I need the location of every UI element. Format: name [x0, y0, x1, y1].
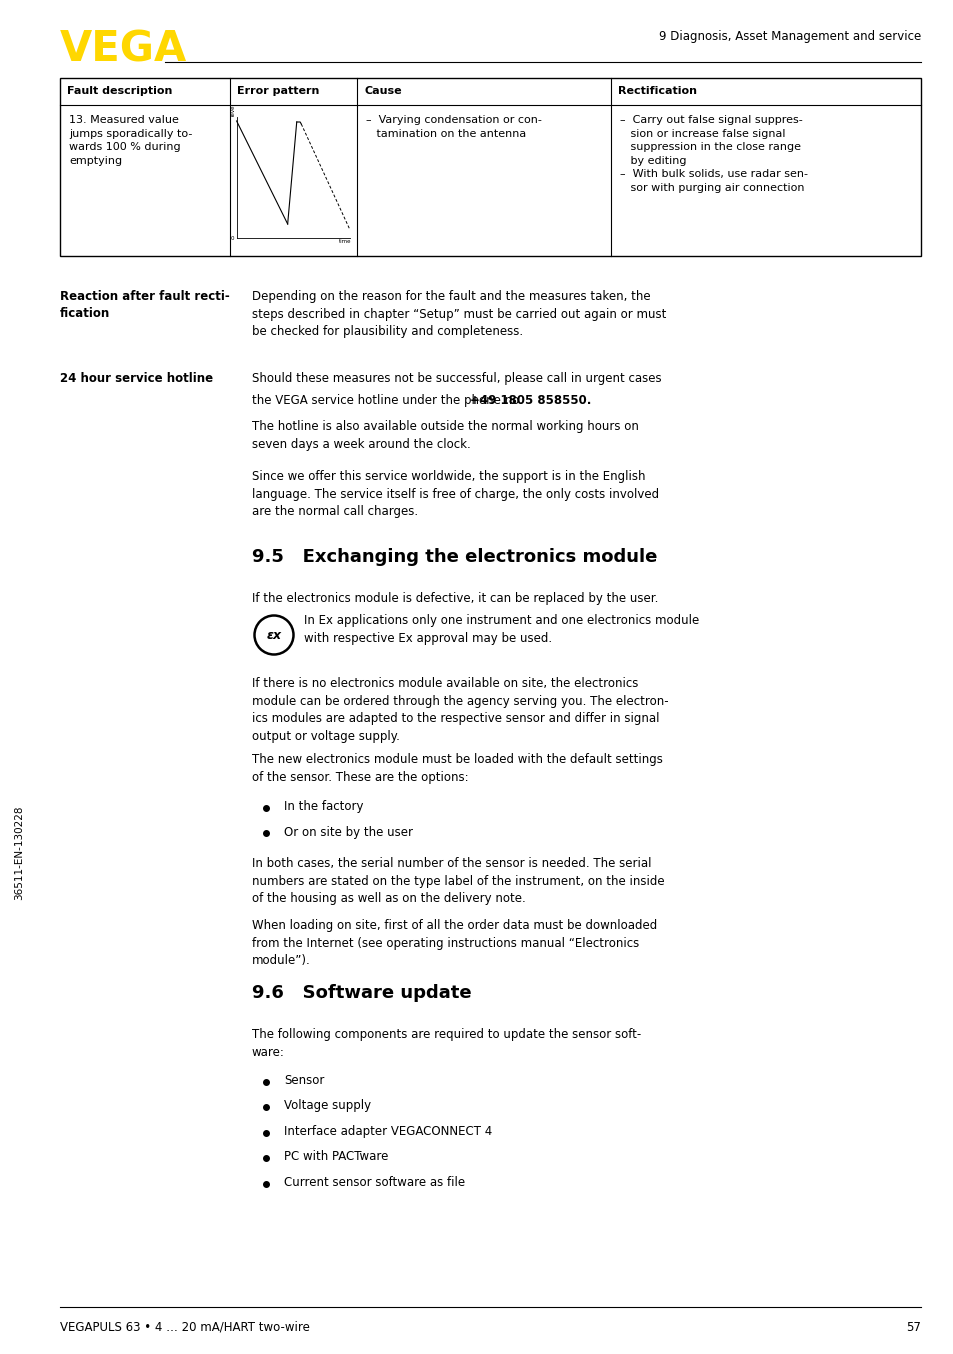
Text: Fault description: Fault description [67, 87, 172, 96]
Text: 24 hour service hotline: 24 hour service hotline [60, 372, 213, 385]
Text: +49 1805 858550.: +49 1805 858550. [470, 394, 591, 406]
Text: –  Varying condensation or con-
   tamination on the antenna: – Varying condensation or con- taminatio… [366, 115, 541, 138]
Text: Sensor: Sensor [284, 1074, 324, 1087]
Bar [60, 79, 920, 256]
Text: VEGA: VEGA [60, 28, 187, 70]
Text: Or on site by the user: Or on site by the user [284, 826, 413, 838]
Text: the VEGA service hotline under the phone no.: the VEGA service hotline under the phone… [252, 394, 526, 406]
Text: Reaction after fault recti-
fication: Reaction after fault recti- fication [60, 290, 230, 320]
Text: Current sensor software as file: Current sensor software as file [284, 1177, 465, 1189]
Text: time: time [338, 240, 351, 244]
Text: Since we offer this service worldwide, the support is in the English
language. T: Since we offer this service worldwide, t… [252, 470, 659, 519]
Text: level: level [231, 103, 235, 116]
Text: Error pattern: Error pattern [236, 87, 318, 96]
Text: The new electronics module must be loaded with the default settings
of the senso: The new electronics module must be loade… [252, 753, 662, 784]
Text: VEGAPULS 63 • 4 … 20 mA/HART two-wire: VEGAPULS 63 • 4 … 20 mA/HART two-wire [60, 1322, 310, 1334]
Text: Voltage supply: Voltage supply [284, 1099, 371, 1113]
Text: Should these measures not be successful, please call in urgent cases: Should these measures not be successful,… [252, 372, 661, 385]
Text: If the electronics module is defective, it can be replaced by the user.: If the electronics module is defective, … [252, 592, 658, 605]
Text: 9 Diagnosis, Asset Management and service: 9 Diagnosis, Asset Management and servic… [659, 30, 920, 43]
Text: 9.6   Software update: 9.6 Software update [252, 984, 471, 1002]
Text: Interface adapter VEGACONNECT 4: Interface adapter VEGACONNECT 4 [284, 1125, 492, 1137]
Text: εx: εx [266, 628, 281, 642]
Text: In Ex applications only one instrument and one electronics module
with respectiv: In Ex applications only one instrument a… [304, 613, 699, 645]
Text: The following components are required to update the sensor soft-
ware:: The following components are required to… [252, 1028, 640, 1059]
Text: The hotline is also available outside the normal working hours on
seven days a w: The hotline is also available outside th… [252, 420, 639, 451]
Text: Depending on the reason for the fault and the measures taken, the
steps describe: Depending on the reason for the fault an… [252, 290, 666, 338]
Text: Rectification: Rectification [618, 87, 697, 96]
Text: 9.5   Exchanging the electronics module: 9.5 Exchanging the electronics module [252, 548, 657, 566]
Text: 13. Measured value
jumps sporadically to-
wards 100 % during
emptying: 13. Measured value jumps sporadically to… [69, 115, 193, 165]
Text: Cause: Cause [364, 87, 401, 96]
Text: In the factory: In the factory [284, 800, 363, 812]
Text: If there is no electronics module available on site, the electronics
module can : If there is no electronics module availa… [252, 677, 668, 742]
Text: –  Carry out false signal suppres-
   sion or increase false signal
   suppressi: – Carry out false signal suppres- sion o… [619, 115, 807, 194]
Text: When loading on site, first of all the order data must be downloaded
from the In: When loading on site, first of all the o… [252, 919, 657, 967]
Text: 57: 57 [905, 1322, 920, 1334]
Text: PC with PACTware: PC with PACTware [284, 1151, 388, 1163]
Text: 36511-EN-130228: 36511-EN-130228 [14, 806, 24, 900]
Text: 0: 0 [231, 236, 234, 241]
Text: In both cases, the serial number of the sensor is needed. The serial
numbers are: In both cases, the serial number of the … [252, 857, 664, 904]
